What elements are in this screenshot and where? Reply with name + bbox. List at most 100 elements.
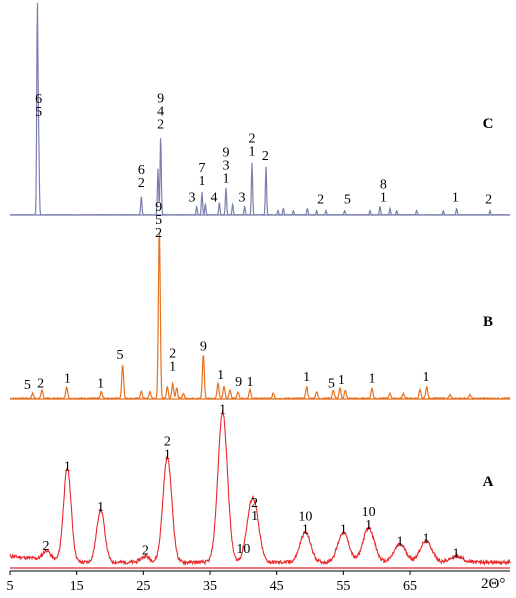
peak-label-digit: 4 — [211, 191, 218, 206]
peak-label-digit: 2 — [317, 193, 324, 208]
peak-label: 9 — [200, 339, 207, 354]
peak-label: 1 — [247, 375, 254, 390]
peak-label: 5 — [117, 348, 124, 363]
peak-label-digit: 2 — [262, 149, 269, 164]
x-tick-label: 15 — [70, 579, 84, 594]
peak-label-digit: 2 — [164, 435, 171, 450]
peak-label: 1 — [340, 523, 347, 538]
peak-label-digit: 10 — [362, 505, 376, 520]
x-axis-label: 2Θ° — [481, 576, 505, 592]
x-tick-label: 65 — [403, 579, 417, 594]
peak-label-digit: 6 — [35, 92, 42, 107]
peak-label-digit: 1 — [302, 523, 309, 538]
peak-label: 2 — [37, 377, 44, 392]
peak-label: 1 — [423, 532, 430, 547]
peak-label-digit: 2 — [138, 176, 145, 191]
peak-label-digit: 2 — [249, 132, 256, 147]
peak-label-digit: 1 — [423, 370, 430, 385]
peak-label-digit: 8 — [380, 178, 387, 193]
peak-label: 1 — [64, 371, 71, 386]
peak-label-digit: 1 — [303, 370, 310, 385]
peak-label: 1 — [303, 370, 310, 385]
peak-label-digit: 1 — [169, 360, 176, 375]
peak-label-digit: 2 — [251, 496, 258, 511]
pattern-curve-b — [9, 232, 511, 401]
peak-label-digit: 5 — [117, 348, 124, 363]
peak-label-digit: 1 — [199, 174, 206, 189]
peak-label-digit: 5 — [24, 378, 31, 393]
peak-label-digit: 9 — [155, 200, 162, 215]
peak-label-digit: 2 — [157, 117, 164, 132]
peak-label-digit: 1 — [64, 460, 71, 475]
peak-label-digit: 1 — [251, 509, 258, 524]
peak-label-digit: 1 — [338, 373, 345, 388]
peak-label-digit: 6 — [138, 163, 145, 178]
peak-label-digit: 4 — [157, 104, 164, 119]
peak-label: 3 — [189, 191, 196, 206]
peak-label: 1 — [338, 373, 345, 388]
peak-label: 10 1 — [298, 510, 312, 538]
peak-label-digit: 1 — [397, 535, 404, 550]
peak-label: 2 — [43, 539, 50, 554]
x-axis: 5 15 25 35 45 55 65 — [7, 570, 510, 594]
peak-label-digit: 1 — [452, 191, 459, 206]
peak-label-digit: 9 — [157, 91, 164, 106]
peak-label: 1 — [423, 370, 430, 385]
peak-label: 1 — [64, 460, 71, 475]
peak-label-digit: 2 — [43, 539, 50, 554]
peak-label: 5 — [24, 378, 31, 393]
peak-label: 2 — [262, 149, 269, 164]
x-tick-label: 5 — [7, 579, 14, 594]
peak-label-digit: 3 — [223, 159, 230, 174]
peak-label: 1 — [97, 377, 104, 392]
peak-label: 9 — [235, 375, 242, 390]
peak-label: 10 — [236, 542, 250, 557]
peak-label-digit: 2 — [37, 377, 44, 392]
peak-label-digit: 1 — [64, 371, 71, 386]
peak-label: 2 — [485, 193, 492, 208]
peak-label: 5 — [344, 193, 351, 208]
x-tick-label: 45 — [270, 579, 284, 594]
peak-label: 1 — [219, 403, 226, 418]
peak-label-digit: 5 — [35, 105, 42, 120]
peak-label: 1 — [369, 371, 376, 386]
peak-label-digit: 9 — [223, 146, 230, 161]
peak-label-digit: 5 — [344, 193, 351, 208]
peak-label: 2 — [142, 544, 149, 559]
peak-label-digit: 7 — [199, 161, 206, 176]
peak-label-digit: 1 — [249, 145, 256, 160]
peak-label-digit: 5 — [328, 377, 335, 392]
peak-label-digit: 1 — [369, 371, 376, 386]
peak-label-digit: 1 — [380, 191, 387, 206]
peak-label-digit: 2 — [142, 544, 149, 559]
peak-label: 1 — [452, 191, 459, 206]
peak-label-digit: 3 — [239, 191, 246, 206]
peak-label-digit: 3 — [189, 191, 196, 206]
peak-label-digit: 1 — [217, 368, 224, 383]
peak-label-digit: 2 — [169, 347, 176, 362]
peak-label-digit: 2 — [155, 226, 162, 241]
x-tick-label: 55 — [336, 579, 350, 594]
panel-letter-b: B — [483, 314, 493, 330]
peak-label-digit: 10 — [298, 510, 312, 525]
peak-label: 1 — [217, 368, 224, 383]
panel-letter-a: A — [483, 474, 494, 490]
peak-label: 10 1 — [362, 505, 376, 533]
peak-label: 2 — [317, 193, 324, 208]
x-tick-label: 35 — [203, 579, 217, 594]
peak-label: 1 — [97, 500, 104, 515]
panel-c: 6 56 29 4 237 149 3 132 1 22 58 1 1 2C — [10, 2, 511, 216]
peak-label-digit: 1 — [97, 377, 104, 392]
peak-label-digit: 5 — [155, 213, 162, 228]
